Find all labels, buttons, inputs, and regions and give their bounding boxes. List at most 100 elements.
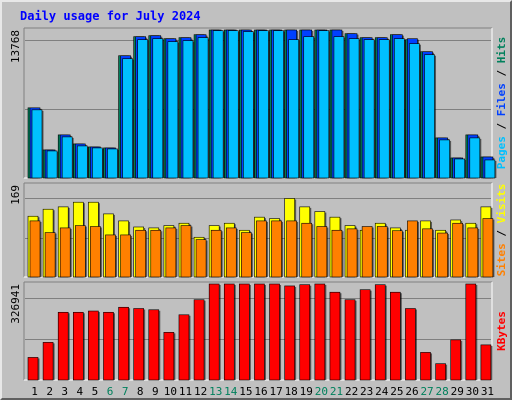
bar-bottom-kbytes-21 [329,291,341,381]
bar-middle-sites-6 [105,234,116,278]
bar-top-pages-23 [363,39,375,179]
y-max-label-top: 13768 [9,30,22,63]
legend-top: Pages / Files / Hits [495,37,508,170]
legend-separator: / [495,63,508,83]
bar-bottom-kbytes-27 [420,352,431,381]
bar-middle-sites-10 [165,227,177,278]
bar-middle-sites-5 [90,226,101,278]
bar-top-pages-8 [137,39,148,179]
bar-bottom-kbytes-28 [435,363,446,381]
x-tick-label-26: 26 [405,385,418,398]
bar-top-pages-14 [227,30,239,179]
x-tick-label-31: 31 [481,385,494,398]
bar-middle-sites-31 [482,218,494,278]
legend-item-kbytes: KBytes [495,311,508,351]
legend-bottom: KBytes [495,311,508,351]
legend-item-pages: Pages [495,136,508,169]
x-tick-label-10: 10 [164,385,177,398]
bar-bottom-kbytes-22 [344,299,356,381]
bar-bottom-kbytes-25 [390,291,401,381]
x-tick-label-11: 11 [179,385,192,398]
bar-top-pages-22 [348,38,360,179]
bar-bottom-kbytes-1 [27,357,39,381]
x-tick-label-22: 22 [345,385,358,398]
x-tick-label-4: 4 [77,385,84,398]
x-tick-label-17: 17 [269,385,282,398]
bar-top-pages-25 [394,38,405,179]
bar-top-pages-13 [212,30,224,179]
bar-top-pages-21 [333,36,345,179]
bar-middle-sites-28 [437,232,448,278]
x-tick-label-27: 27 [420,385,433,398]
bar-bottom-kbytes-10 [163,332,175,381]
bar-bottom-kbytes-4 [72,311,84,381]
bar-bottom-kbytes-20 [314,283,326,381]
x-tick-label-20: 20 [315,385,328,398]
x-tick-label-25: 25 [390,385,403,398]
legend-middle: Sites / Visits [495,184,508,277]
bar-bottom-kbytes-12 [193,299,205,381]
bar-middle-sites-7 [120,234,131,278]
bar-middle-sites-30 [467,227,479,278]
bar-top-pages-27 [424,54,435,179]
x-tick-label-13: 13 [209,385,222,398]
bar-top-pages-10 [167,41,179,179]
bar-middle-sites-16 [256,220,267,278]
bar-middle-sites-21 [331,229,343,278]
bar-bottom-kbytes-18 [284,285,295,381]
bar-top-pages-18 [288,39,299,179]
x-tick-label-14: 14 [224,385,238,398]
bar-top-pages-16 [258,30,269,179]
bar-bottom-kbytes-13 [208,283,220,381]
bar-bottom-kbytes-31 [480,344,492,381]
x-tick-label-18: 18 [285,385,298,398]
legend-separator: / [495,223,508,243]
bar-bottom-kbytes-30 [465,283,477,381]
x-tick-label-24: 24 [375,385,389,398]
bar-middle-sites-2 [44,232,56,278]
y-max-label-bottom: 326941 [9,284,22,324]
bar-top-pages-15 [243,31,254,179]
bar-middle-sites-24 [376,226,388,278]
bar-top-pages-29 [454,158,466,179]
bar-top-pages-2 [46,150,58,179]
bar-middle-sites-23 [361,226,373,278]
bar-middle-sites-9 [150,229,162,278]
bar-middle-sites-13 [210,229,222,278]
bar-middle-sites-14 [225,227,237,278]
x-tick-label-3: 3 [61,385,68,398]
x-tick-label-15: 15 [239,385,252,398]
bar-top-pages-6 [107,148,118,179]
x-tick-label-2: 2 [46,385,53,398]
x-tick-label-30: 30 [466,385,479,398]
bar-top-pages-1 [31,109,43,179]
bar-middle-sites-27 [422,228,433,278]
bar-top-pages-12 [197,37,209,179]
x-tick-label-9: 9 [152,385,159,398]
bar-middle-sites-26 [407,220,418,278]
bar-bottom-kbytes-16 [254,283,265,381]
bar-bottom-kbytes-2 [42,342,54,381]
bar-middle-sites-1 [29,220,41,278]
x-tick-label-8: 8 [137,385,144,398]
bar-bottom-kbytes-3 [57,311,69,381]
bar-middle-sites-18 [286,220,297,278]
bar-middle-sites-12 [195,239,207,278]
bar-bottom-kbytes-24 [374,284,386,381]
bar-middle-sites-20 [316,226,328,278]
bar-top-pages-17 [273,30,284,179]
bar-middle-sites-25 [392,230,403,278]
bar-bottom-kbytes-5 [88,310,99,381]
bar-top-pages-4 [76,145,88,179]
x-tick-label-12: 12 [194,385,207,398]
bar-middle-sites-19 [301,222,313,278]
x-tick-label-5: 5 [92,385,99,398]
legend-item-sites: Sites [495,243,508,276]
bar-middle-sites-29 [452,222,464,278]
bar-top-pages-19 [303,36,315,179]
x-tick-label-29: 29 [451,385,464,398]
bar-bottom-kbytes-8 [133,308,144,381]
bar-top-pages-5 [92,147,103,179]
bar-top-pages-7 [122,58,133,179]
